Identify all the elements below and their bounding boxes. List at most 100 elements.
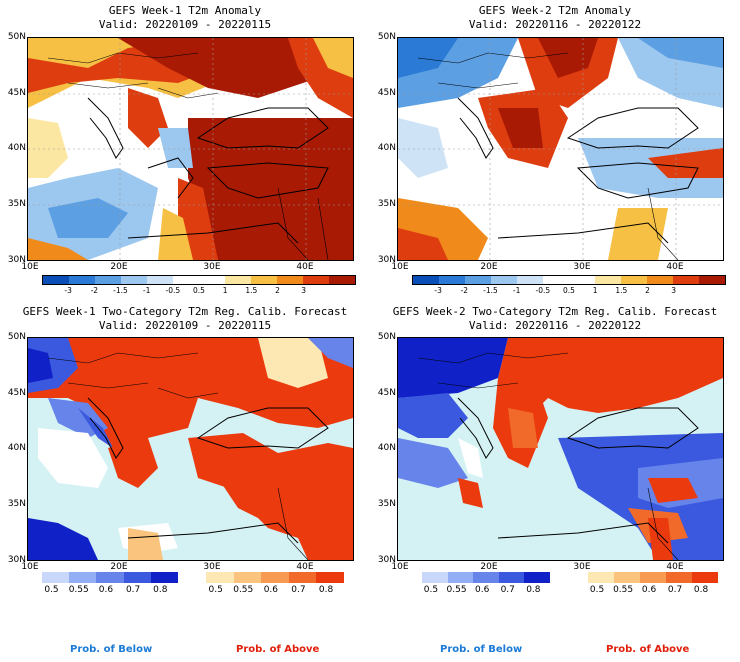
colorbar-swatch <box>621 276 647 284</box>
lat-label: 30N <box>7 555 26 565</box>
colorbar-tick-label: -1 <box>142 286 151 295</box>
colorbar-tick-label: 0.5 <box>44 585 59 595</box>
prob-above-colorbar <box>588 572 718 583</box>
colorbar-tick-label: 0.8 <box>693 585 709 595</box>
panel-valid-dates: Valid: 20220116 - 20220122 <box>468 18 642 31</box>
colorbar-tick-label: 1.5 <box>245 286 258 295</box>
colorbar-swatch <box>569 276 595 284</box>
week1-anomaly-panel: GEFS Week-1 T2m Anomaly Valid: 20220109 … <box>0 0 370 300</box>
week2-probability-panel: GEFS Week-2 Two-Category T2m Reg. Calib.… <box>370 300 740 662</box>
lat-label: 30N <box>377 255 396 265</box>
colorbar-tick-label: -1 <box>512 286 521 295</box>
lat-label: 45N <box>7 388 26 398</box>
lon-label: 20E <box>110 262 128 272</box>
lon-label: 10E <box>21 262 39 272</box>
lon-label: 10E <box>21 562 39 572</box>
lon-label: 20E <box>480 262 498 272</box>
colorbar-tick-label: 0.55 <box>446 585 467 595</box>
colorbar-swatch <box>123 572 151 583</box>
colorbar-swatch <box>422 572 448 583</box>
colorbar-swatch <box>225 276 251 284</box>
colorbar-tick-label: 1 <box>592 286 598 295</box>
probability-map <box>397 337 724 561</box>
panel-title: GEFS Week-1 T2m Anomaly <box>108 4 262 17</box>
lon-label: 40E <box>296 262 314 272</box>
colorbar-tick-label: 0.8 <box>526 585 541 595</box>
lon-label: 30E <box>203 562 221 572</box>
colorbar-swatch <box>473 572 499 583</box>
colorbar-tick-label: 0.6 <box>98 585 114 595</box>
lat-label: 35N <box>7 199 26 209</box>
colorbar-tick-label: 0.55 <box>68 585 89 595</box>
colorbar-tick-label: 0.7 <box>125 585 141 595</box>
colorbar-tick-label: -1.5 <box>483 286 498 295</box>
lat-label: 35N <box>7 499 26 509</box>
panel-title: GEFS Week-2 Two-Category T2m Reg. Calib.… <box>392 305 718 318</box>
colorbar-tick-label: -2 <box>90 286 99 295</box>
colorbar-swatch <box>288 572 317 583</box>
colorbar-tick-label: 0.8 <box>153 585 168 595</box>
lon-label: 40E <box>296 562 314 572</box>
colorbar-tick-label: 0.6 <box>641 585 657 595</box>
panel-valid-dates: Valid: 20220116 - 20220122 <box>468 319 642 332</box>
colorbar-swatch <box>277 276 303 284</box>
lon-label: 30E <box>573 262 591 272</box>
colorbar-swatch <box>517 276 543 284</box>
week2-anomaly-panel: GEFS Week-2 T2m Anomaly Valid: 20220116 … <box>370 0 740 300</box>
prob-below-caption: Prob. of Below <box>440 644 523 655</box>
prob-above-caption: Prob. of Above <box>236 644 320 655</box>
colorbar-swatch <box>699 276 725 284</box>
colorbar-tick-label: -0.5 <box>535 286 551 295</box>
colorbar-tick-label: 2 <box>275 286 280 295</box>
anomaly-map <box>397 37 724 261</box>
colorbar-tick-label: 0.5 <box>423 585 439 595</box>
lon-label: 10E <box>391 262 409 272</box>
lat-label: 30N <box>377 555 396 565</box>
anomaly-colorbar <box>412 275 726 285</box>
lon-label: 20E <box>480 562 498 572</box>
colorbar-swatch <box>498 572 525 583</box>
colorbar-swatch <box>199 276 225 284</box>
colorbar-swatch <box>524 572 550 583</box>
prob-above-caption: Prob. of Above <box>606 644 690 655</box>
colorbar-swatch <box>206 572 234 583</box>
prob-below-colorbar <box>422 572 550 583</box>
prob-below-caption: Prob. of Below <box>70 644 153 655</box>
lat-label: 50N <box>7 332 26 342</box>
colorbar-swatch <box>329 276 355 284</box>
lon-label: 20E <box>110 562 128 572</box>
lon-label: 10E <box>391 562 409 572</box>
colorbar-tick-label: 1.5 <box>615 286 628 295</box>
colorbar-swatch <box>692 572 718 583</box>
colorbar-swatch <box>147 276 173 284</box>
colorbar-swatch <box>96 572 124 583</box>
colorbar-swatch <box>95 276 121 284</box>
colorbar-swatch <box>261 572 289 583</box>
colorbar-swatch <box>666 572 692 583</box>
probability-map <box>27 337 354 561</box>
colorbar-tick-label: 0.5 <box>563 286 575 295</box>
panel-valid-dates: Valid: 20220109 - 20220115 <box>98 319 272 332</box>
anomaly-colorbar <box>42 275 356 285</box>
colorbar-swatch <box>316 572 344 583</box>
lat-label: 40N <box>7 443 26 453</box>
colorbar-tick-label: 0.7 <box>291 585 306 595</box>
colorbar-tick-label: -2 <box>460 286 469 295</box>
lat-label: 35N <box>377 199 396 209</box>
lat-label: 50N <box>377 32 396 42</box>
prob-above-colorbar <box>206 572 344 583</box>
anomaly-map <box>27 37 354 261</box>
lon-label: 30E <box>203 262 221 272</box>
colorbar-swatch <box>439 276 465 284</box>
colorbar-tick-label: -3 <box>64 286 72 295</box>
colorbar-tick-label: -1.5 <box>113 286 128 295</box>
colorbar-swatch <box>614 572 640 583</box>
panel-valid-dates: Valid: 20220109 - 20220115 <box>98 18 272 31</box>
lat-label: 30N <box>7 255 26 265</box>
colorbar-tick-label: 0.5 <box>208 585 223 595</box>
colorbar-swatch <box>447 572 474 583</box>
colorbar-tick-label: 1 <box>222 286 228 295</box>
lon-label: 40E <box>666 262 684 272</box>
lat-label: 40N <box>377 143 396 153</box>
colorbar-swatch <box>491 276 517 284</box>
